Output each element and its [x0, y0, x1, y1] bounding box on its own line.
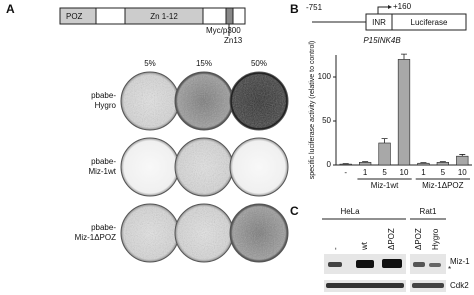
plates: 5% 15% 50%pbabe-Hygropbabe-Miz-1wtpbabe-Mi… — [75, 59, 289, 263]
panel-label: C — [290, 204, 299, 218]
band — [429, 263, 441, 267]
blot-miz1-rat1 — [410, 254, 446, 274]
domain-label: POZ — [66, 12, 83, 21]
row-label: pbabe- — [91, 223, 116, 232]
column-label: 5% — [144, 59, 156, 68]
x-tick-label: 10 — [400, 168, 409, 177]
bar — [397, 59, 411, 166]
western-blot: HeLa Rat1 - wt ΔPOZ ΔPOZ Hygro Miz-1* Cdk2 — [322, 207, 470, 292]
colonies — [123, 74, 177, 128]
poz-domain — [59, 7, 97, 25]
panel-label: B — [290, 2, 299, 16]
group-label: Miz-1wt — [371, 181, 399, 190]
promoter-diagram: -751 +160 INR Luciferase P15INK4B — [306, 2, 467, 45]
column-label: 15% — [196, 59, 212, 68]
plate — [229, 137, 289, 197]
x-tick-label: 10 — [458, 168, 467, 177]
y-tick-label: 0 — [327, 160, 332, 169]
band-label: * — [448, 265, 451, 274]
error-bar — [439, 161, 446, 163]
x-tick-label: 5 — [441, 168, 446, 177]
domain-label: Zn 1-12 — [150, 12, 178, 21]
row-label: Miz-1ΔPOZ — [75, 233, 116, 242]
colonies — [177, 140, 231, 194]
error-bar — [459, 154, 466, 157]
panel-label: A — [6, 2, 15, 16]
band — [412, 283, 444, 288]
bar — [378, 142, 391, 166]
column-label: 50% — [251, 59, 267, 68]
inr-label: INR — [372, 18, 386, 27]
colonies — [232, 74, 286, 128]
group-label: Miz-1ΔPOZ — [422, 181, 463, 190]
band — [356, 260, 374, 268]
band-label: Cdk2 — [450, 281, 469, 290]
lane-label: ΔPOZ — [414, 228, 423, 250]
colonies — [177, 206, 231, 260]
end-label: +160 — [393, 2, 412, 11]
luciferase-box — [391, 13, 467, 31]
tss-arrowhead — [388, 5, 392, 9]
band — [413, 262, 425, 267]
plate — [120, 137, 180, 197]
x-tick-label: 1 — [363, 168, 368, 177]
bar — [456, 155, 469, 166]
lane-label: wt — [360, 241, 369, 251]
band — [326, 283, 404, 288]
row-label: pbabe- — [91, 157, 116, 166]
band — [382, 259, 402, 268]
error-bar — [401, 53, 407, 60]
lane-label: - — [331, 247, 340, 250]
zn-domain — [124, 7, 204, 25]
start-label: -751 — [306, 3, 323, 12]
reporter-label: Luciferase — [411, 18, 448, 27]
x-tick-label: 1 — [421, 168, 426, 177]
zn13-domain — [225, 7, 234, 25]
error-bar — [381, 138, 388, 143]
band — [328, 262, 342, 267]
colonies — [123, 206, 177, 260]
error-bar — [362, 161, 369, 163]
y-tick-label: 100 — [318, 72, 332, 81]
colonies — [177, 74, 231, 128]
y-tick-label: 50 — [322, 116, 331, 125]
gene-label: P15INK4B — [363, 36, 401, 45]
row-label: pbabe- — [91, 91, 116, 100]
row-label: Miz-1wt — [88, 167, 116, 176]
domain-label: Myc/p300 — [206, 26, 241, 35]
bar — [436, 162, 449, 166]
domain-diagram: POZ Zn 1-12 Myc/p300 Zn13 — [59, 7, 246, 45]
domain-label: Zn13 — [224, 36, 243, 45]
x-tick-label: - — [344, 168, 347, 177]
lane-label: ΔPOZ — [387, 228, 396, 250]
colonies — [232, 206, 286, 260]
tss-arrow — [377, 6, 390, 14]
row-label: Hygro — [95, 101, 117, 110]
lane-label: Hygro — [431, 228, 440, 250]
bar — [417, 162, 430, 166]
cell-label: HeLa — [340, 207, 360, 216]
cell-label: Rat1 — [420, 207, 437, 216]
error-bar — [420, 162, 427, 164]
bar — [359, 162, 372, 166]
bar — [339, 163, 352, 166]
y-axis-title: specific luciferase activity (relative t… — [309, 41, 316, 180]
band-label: Miz-1 — [450, 257, 470, 266]
x-tick-label: 5 — [382, 168, 387, 177]
